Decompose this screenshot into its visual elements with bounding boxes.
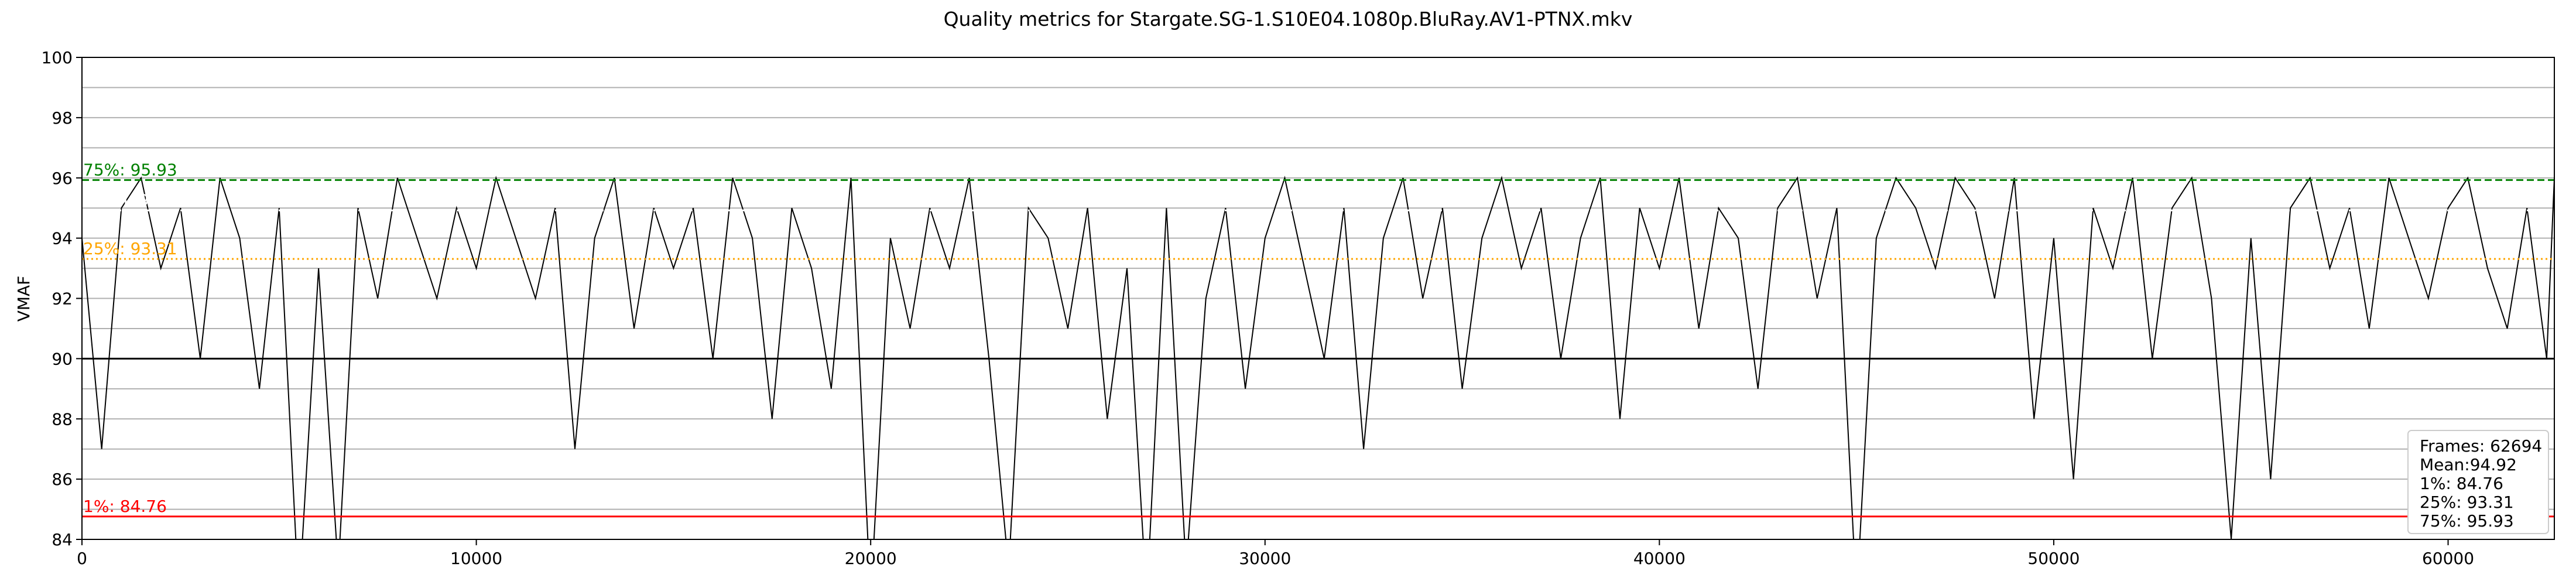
y-tick-label: 98 <box>52 108 73 128</box>
y-tick-label: 90 <box>52 349 73 368</box>
stats-text: 1%: 84.76 <box>2420 474 2503 493</box>
stats-text: 75%: 95.93 <box>2420 511 2514 531</box>
x-tick-label: 60000 <box>2422 549 2474 568</box>
reference-label: Mean: 94.92 <box>83 190 186 210</box>
y-axis-label: VMAF <box>14 276 33 322</box>
stats-text: 25%: 93.31 <box>2420 493 2514 512</box>
stats-text: Mean:94.92 <box>2420 455 2517 474</box>
x-tick-label: 40000 <box>1633 549 1686 568</box>
x-tick-label: 50000 <box>2027 549 2080 568</box>
y-tick-label: 100 <box>42 48 73 67</box>
y-tick-label: 84 <box>52 530 73 549</box>
reference-label: 25%: 93.31 <box>83 239 177 258</box>
stats-text: Frames: 62694 <box>2420 436 2542 456</box>
x-tick-label: 20000 <box>845 549 897 568</box>
y-tick-label: 96 <box>52 169 73 188</box>
x-tick-label: 30000 <box>1239 549 1291 568</box>
stats-box <box>2407 430 2549 534</box>
reference-label: 75%: 95.93 <box>83 160 177 179</box>
y-tick-label: 94 <box>52 229 73 248</box>
y-tick-label: 86 <box>52 470 73 489</box>
reference-label: 1%: 84.76 <box>83 497 167 516</box>
x-tick-label: 10000 <box>450 549 502 568</box>
y-tick-label: 92 <box>52 289 73 309</box>
plot-frame <box>81 57 2555 540</box>
y-tick-label: 88 <box>52 409 73 429</box>
x-tick-label: 0 <box>77 549 87 568</box>
chart-title: Quality metrics for Stargate.SG-1.S10E04… <box>944 8 1633 30</box>
